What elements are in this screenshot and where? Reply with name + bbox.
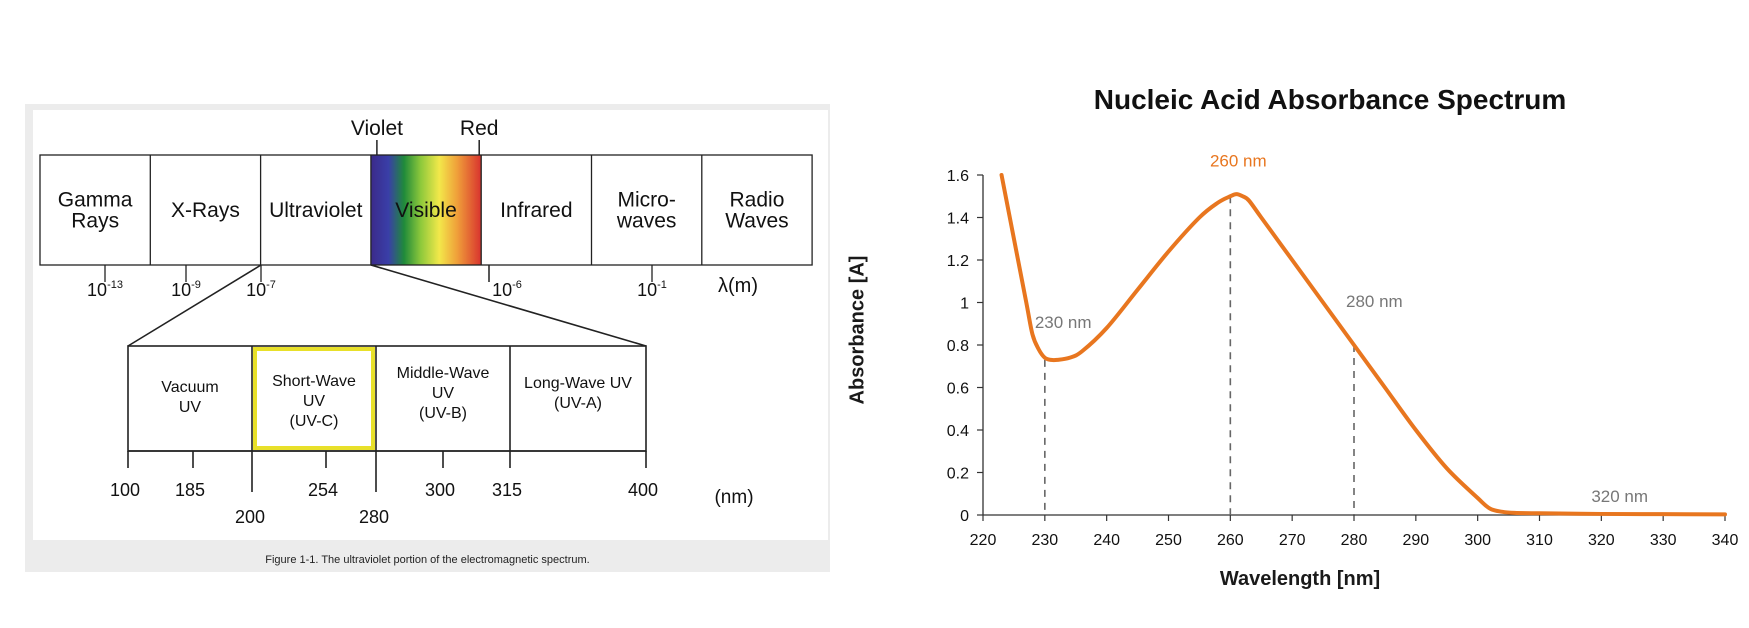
uv-band-label: Vacuum: [161, 379, 219, 396]
x-tick-label: 220: [970, 532, 997, 549]
wavelength-tick-label: 10-1: [637, 279, 667, 300]
zoom-line-right: [370, 264, 647, 347]
y-tick-label: 1.2: [947, 253, 969, 270]
nm-tick-label: 100: [110, 480, 140, 500]
wavelength-tick-label: 10-6: [492, 279, 522, 300]
visible-gradient: [370, 155, 482, 265]
x-axis-label: Wavelength [nm]: [1219, 568, 1381, 590]
zoom-line-left: [127, 264, 262, 347]
absorbance-curve: [999, 173, 1727, 517]
uv-band-label: Short-Wave: [272, 373, 356, 390]
nm-tick-label: 280: [359, 507, 389, 527]
x-tick-label: 260: [1217, 532, 1244, 549]
figure-caption: Figure 1-1. The ultraviolet portion of t…: [265, 554, 590, 566]
band-label: Ultraviolet: [269, 199, 363, 222]
uv-c-highlight: [253, 347, 375, 450]
nm-unit: (nm): [714, 487, 753, 508]
y-tick-label: 1: [960, 296, 969, 313]
band-label: Waves: [725, 210, 788, 233]
nm-tick-label: 254: [308, 480, 338, 500]
nm-tick-label: 315: [492, 480, 522, 500]
uv-band-label: UV: [179, 399, 202, 416]
uv-band-label: (UV-C): [290, 413, 339, 430]
annotation-label: 320 nm: [1591, 487, 1648, 506]
uv-band-label: (UV-B): [419, 405, 467, 422]
uv-box: [127, 345, 647, 452]
uv-band-label: UV: [432, 385, 455, 402]
y-tick-label: 0: [960, 508, 969, 525]
band-label: Micro-: [617, 189, 675, 212]
uv-band-label: (UV-A): [554, 395, 602, 412]
y-tick-label: 1.4: [947, 211, 969, 228]
nm-tick-label: 300: [425, 480, 455, 500]
band-label: waves: [616, 210, 677, 233]
annotation-label: 280 nm: [1346, 292, 1403, 311]
chart-title: Nucleic Acid Absorbance Spectrum: [1093, 84, 1567, 115]
wavelength-unit: λ(m): [718, 275, 758, 297]
x-tick-label: 250: [1155, 532, 1182, 549]
nm-tick-label: 200: [235, 507, 265, 527]
uv-band-label: UV: [303, 393, 326, 410]
red-label: Red: [460, 117, 499, 140]
y-tick-label: 0.8: [947, 338, 969, 355]
x-tick-label: 300: [1464, 532, 1491, 549]
y-tick-label: 1.6: [947, 168, 969, 185]
x-tick-label: 270: [1279, 532, 1306, 549]
annotation-label: 230 nm: [1035, 313, 1092, 332]
x-tick-label: 290: [1402, 532, 1429, 549]
band-label: Gamma: [58, 189, 133, 212]
band-label: Rays: [71, 210, 119, 233]
y-tick-label: 0.6: [947, 381, 969, 398]
x-tick-label: 280: [1341, 532, 1368, 549]
violet-label: Violet: [351, 117, 403, 140]
uv-band-label: Long-Wave UV: [524, 375, 632, 392]
y-tick-label: 0.4: [947, 423, 969, 440]
nm-tick-label: 185: [175, 480, 205, 500]
nm-tick-label: 400: [628, 480, 658, 500]
wavelength-tick-label: 10-13: [87, 279, 123, 300]
x-tick-label: 230: [1031, 532, 1058, 549]
band-label: Visible: [395, 199, 456, 222]
x-tick-label: 240: [1093, 532, 1120, 549]
annotation-label: 260 nm: [1210, 151, 1267, 170]
x-tick-label: 330: [1650, 532, 1677, 549]
x-tick-label: 340: [1712, 532, 1739, 549]
y-tick-label: 0.2: [947, 466, 969, 483]
x-tick-label: 310: [1526, 532, 1553, 549]
wavelength-tick-label: 10-9: [171, 279, 201, 300]
wavelength-tick-label: 10-7: [246, 279, 276, 300]
band-label: X-Rays: [171, 199, 240, 222]
x-tick-label: 320: [1588, 532, 1615, 549]
band-label: Radio: [730, 189, 785, 212]
uv-band-label: Middle-Wave: [397, 365, 490, 382]
spectrum-bar: [39, 154, 813, 266]
band-label: Infrared: [500, 199, 572, 222]
